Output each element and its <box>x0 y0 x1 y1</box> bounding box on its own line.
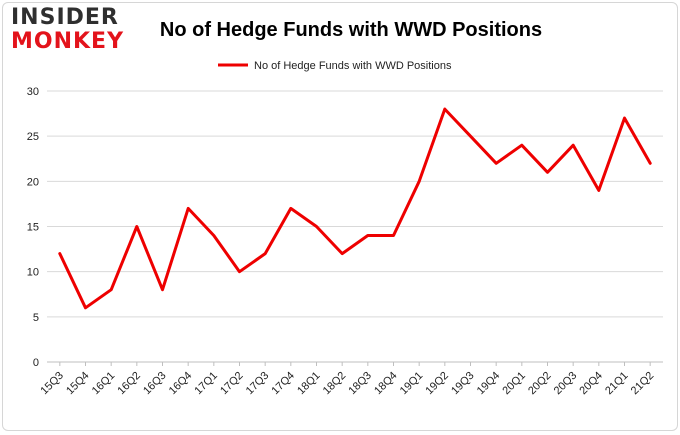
y-tick-label-10: 10 <box>27 267 39 279</box>
data-point-16Q2 <box>135 225 138 228</box>
data-point-18Q3 <box>366 234 369 237</box>
x-tick-label-18Q2: 18Q2 <box>321 370 349 398</box>
x-tick-label-20Q2: 20Q2 <box>526 370 554 398</box>
chart-title: No of Hedge Funds with WWD Positions <box>159 19 543 41</box>
x-tick-label-21Q2: 21Q2 <box>629 370 657 398</box>
logo-top-text: INSIDER <box>11 5 119 30</box>
logo-bottom-text: MONKEY <box>11 29 125 54</box>
x-tick-label-18Q3: 18Q3 <box>346 370 374 398</box>
x-tick-label-19Q4: 19Q4 <box>475 370 503 398</box>
x-tick-label-20Q3: 20Q3 <box>552 370 580 398</box>
x-tick-label-16Q3: 16Q3 <box>141 370 169 398</box>
x-tick-label-18Q1: 18Q1 <box>295 370 323 398</box>
series-line-0 <box>58 107 652 310</box>
x-tick-label-20Q1: 20Q1 <box>500 370 528 398</box>
data-point-17Q3 <box>264 252 267 255</box>
data-point-18Q2 <box>341 252 344 255</box>
data-point-20Q4 <box>597 189 600 192</box>
x-tick-label-17Q3: 17Q3 <box>244 370 272 398</box>
data-point-20Q1 <box>520 144 523 147</box>
y-tick-label-25: 25 <box>27 131 39 143</box>
data-point-20Q2 <box>546 171 549 174</box>
x-tick-label-19Q3: 19Q3 <box>449 370 477 398</box>
data-point-15Q3 <box>58 252 61 255</box>
data-point-21Q2 <box>649 162 652 165</box>
data-point-21Q1 <box>623 117 626 120</box>
legend-label: No of Hedge Funds with WWD Positions <box>254 60 452 72</box>
x-tick-label-15Q4: 15Q4 <box>64 370 92 398</box>
x-tick-label-17Q4: 17Q4 <box>269 370 297 398</box>
y-tick-label-0: 0 <box>33 357 39 369</box>
line-chart: 0 5 10 15 20 25 30 15Q315Q416Q116Q216Q316Q417Q1… <box>27 60 663 398</box>
data-point-19Q4 <box>495 162 498 165</box>
data-point-17Q1 <box>212 234 215 237</box>
data-point-20Q3 <box>572 144 575 147</box>
data-point-16Q3 <box>161 288 164 291</box>
data-point-16Q4 <box>187 207 190 210</box>
data-point-19Q3 <box>469 135 472 138</box>
x-tick-label-15Q3: 15Q3 <box>38 370 66 398</box>
data-point-15Q4 <box>84 306 87 309</box>
x-tick-label-16Q4: 16Q4 <box>167 370 195 398</box>
y-tick-label-30: 30 <box>27 86 39 98</box>
x-tick-label-19Q1: 19Q1 <box>398 370 426 398</box>
x-tick-label-18Q4: 18Q4 <box>372 370 400 398</box>
x-tick-label-16Q2: 16Q2 <box>115 370 143 398</box>
x-tick-label-20Q4: 20Q4 <box>577 370 605 398</box>
y-tick-label-15: 15 <box>27 222 39 234</box>
x-tick-label-19Q2: 19Q2 <box>423 370 451 398</box>
x-tick-label-17Q2: 17Q2 <box>218 370 246 398</box>
insider-monkey-logo: INSIDER MONKEY <box>11 7 124 53</box>
x-tick-label-17Q1: 17Q1 <box>192 370 220 398</box>
x-tick-label-21Q1: 21Q1 <box>603 370 631 398</box>
data-point-17Q2 <box>238 270 241 273</box>
data-point-18Q1 <box>315 225 318 228</box>
data-point-18Q4 <box>392 234 395 237</box>
y-tick-label-20: 20 <box>27 176 39 188</box>
y-tick-label-5: 5 <box>33 312 39 324</box>
data-point-17Q4 <box>289 207 292 210</box>
data-point-16Q1 <box>110 288 113 291</box>
data-point-19Q2 <box>443 108 446 111</box>
data-point-19Q1 <box>418 180 421 183</box>
x-tick-label-16Q1: 16Q1 <box>90 370 118 398</box>
